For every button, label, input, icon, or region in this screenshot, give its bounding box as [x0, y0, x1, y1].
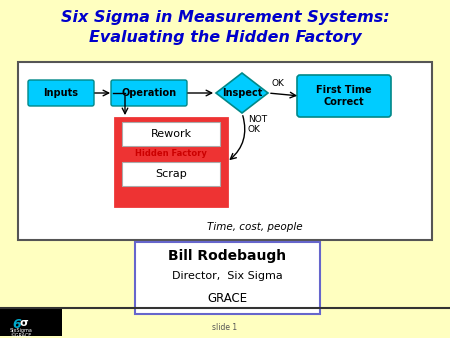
Text: Evaluating the Hidden Factory: Evaluating the Hidden Factory: [89, 30, 361, 45]
FancyBboxPatch shape: [122, 162, 220, 186]
FancyBboxPatch shape: [111, 80, 187, 106]
Text: First Time
Correct: First Time Correct: [316, 85, 372, 107]
Text: slide 1: slide 1: [212, 323, 238, 333]
Text: Time, cost, people: Time, cost, people: [207, 222, 303, 232]
Text: Hidden Factory: Hidden Factory: [135, 149, 207, 159]
Text: σ: σ: [20, 318, 29, 328]
FancyBboxPatch shape: [28, 80, 94, 106]
FancyBboxPatch shape: [18, 62, 432, 240]
FancyBboxPatch shape: [297, 75, 391, 117]
Text: 6: 6: [12, 318, 21, 331]
FancyBboxPatch shape: [0, 308, 62, 336]
Text: Operation: Operation: [122, 88, 176, 98]
Polygon shape: [216, 73, 268, 113]
Text: NOT
OK: NOT OK: [248, 115, 267, 135]
Text: Inspect: Inspect: [222, 88, 262, 98]
Text: Rework: Rework: [150, 129, 192, 139]
FancyBboxPatch shape: [135, 242, 320, 314]
Text: GRACE: GRACE: [207, 291, 248, 305]
FancyBboxPatch shape: [115, 118, 227, 206]
Text: Director,  Six Sigma: Director, Six Sigma: [172, 271, 283, 281]
Text: ©GRACE: ©GRACE: [10, 333, 32, 338]
Text: Inputs: Inputs: [44, 88, 78, 98]
Text: SixSigma: SixSigma: [10, 328, 33, 333]
FancyBboxPatch shape: [122, 122, 220, 146]
Text: Scrap: Scrap: [155, 169, 187, 179]
Text: OK: OK: [272, 78, 285, 88]
Text: Bill Rodebaugh: Bill Rodebaugh: [168, 249, 287, 263]
Text: Six Sigma in Measurement Systems:: Six Sigma in Measurement Systems:: [61, 10, 389, 25]
